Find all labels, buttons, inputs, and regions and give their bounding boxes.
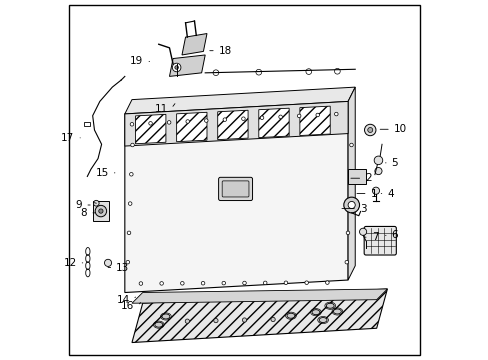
Polygon shape xyxy=(182,33,206,55)
FancyBboxPatch shape xyxy=(364,226,395,255)
Text: 18: 18 xyxy=(218,46,231,56)
Ellipse shape xyxy=(286,313,294,318)
Circle shape xyxy=(284,281,287,284)
Circle shape xyxy=(130,143,134,147)
Circle shape xyxy=(278,115,282,119)
Circle shape xyxy=(160,282,163,285)
Circle shape xyxy=(348,172,351,176)
Circle shape xyxy=(374,167,381,175)
Circle shape xyxy=(93,201,99,206)
Polygon shape xyxy=(135,114,165,144)
Polygon shape xyxy=(132,289,386,303)
Polygon shape xyxy=(169,55,205,76)
Ellipse shape xyxy=(311,310,319,315)
Text: 9: 9 xyxy=(76,200,82,210)
Bar xyxy=(93,202,108,221)
Circle shape xyxy=(104,259,111,266)
Circle shape xyxy=(349,143,352,147)
Circle shape xyxy=(99,209,103,213)
Text: 15: 15 xyxy=(95,168,108,178)
Circle shape xyxy=(346,202,350,205)
Ellipse shape xyxy=(325,303,333,308)
Text: 11: 11 xyxy=(155,104,168,113)
Circle shape xyxy=(359,228,366,235)
Ellipse shape xyxy=(162,314,169,319)
Text: 8: 8 xyxy=(81,208,87,218)
Ellipse shape xyxy=(333,309,341,314)
Polygon shape xyxy=(217,110,247,140)
Ellipse shape xyxy=(319,318,326,323)
Text: 14: 14 xyxy=(117,295,130,305)
Circle shape xyxy=(263,281,266,285)
Circle shape xyxy=(345,260,348,264)
Circle shape xyxy=(213,319,218,323)
Circle shape xyxy=(201,282,204,285)
Text: 4: 4 xyxy=(386,189,393,199)
Text: 2: 2 xyxy=(365,173,371,183)
Circle shape xyxy=(223,118,226,121)
Circle shape xyxy=(167,121,171,124)
Circle shape xyxy=(364,124,375,136)
Circle shape xyxy=(126,260,129,264)
Circle shape xyxy=(129,172,133,176)
Polygon shape xyxy=(258,108,288,138)
Circle shape xyxy=(255,69,261,75)
Circle shape xyxy=(305,69,311,75)
Circle shape xyxy=(334,112,337,116)
Bar xyxy=(83,122,90,126)
Text: 10: 10 xyxy=(393,124,406,134)
Circle shape xyxy=(172,63,181,72)
Circle shape xyxy=(260,116,263,120)
Polygon shape xyxy=(124,102,347,146)
Circle shape xyxy=(325,281,328,284)
Circle shape xyxy=(95,205,106,217)
Circle shape xyxy=(139,282,142,285)
Circle shape xyxy=(175,66,178,69)
Circle shape xyxy=(148,122,152,125)
Circle shape xyxy=(242,318,246,322)
Text: 12: 12 xyxy=(63,258,77,268)
Text: 1: 1 xyxy=(370,189,376,199)
Circle shape xyxy=(347,202,354,208)
Circle shape xyxy=(242,281,246,285)
Circle shape xyxy=(315,113,319,117)
Circle shape xyxy=(130,122,134,126)
Polygon shape xyxy=(124,102,347,293)
Circle shape xyxy=(222,281,225,285)
Polygon shape xyxy=(124,87,354,114)
Circle shape xyxy=(128,202,132,205)
Text: 16: 16 xyxy=(121,301,134,311)
Text: 5: 5 xyxy=(391,158,398,168)
Circle shape xyxy=(367,127,372,132)
Circle shape xyxy=(373,156,382,165)
Circle shape xyxy=(204,119,207,122)
Ellipse shape xyxy=(155,322,163,327)
Text: 6: 6 xyxy=(391,230,398,240)
Circle shape xyxy=(346,231,349,235)
Circle shape xyxy=(185,120,189,123)
Circle shape xyxy=(180,282,184,285)
Polygon shape xyxy=(132,289,386,342)
Circle shape xyxy=(334,68,340,74)
Circle shape xyxy=(304,281,308,284)
Circle shape xyxy=(372,187,379,194)
Text: 19: 19 xyxy=(130,57,143,66)
Circle shape xyxy=(270,317,275,321)
Text: 13: 13 xyxy=(116,262,129,273)
Polygon shape xyxy=(347,87,354,280)
Text: 3: 3 xyxy=(359,203,366,213)
FancyBboxPatch shape xyxy=(222,181,248,197)
Text: 7: 7 xyxy=(371,232,378,242)
Circle shape xyxy=(241,117,244,121)
Polygon shape xyxy=(176,112,206,142)
Circle shape xyxy=(127,231,130,235)
FancyBboxPatch shape xyxy=(218,177,252,201)
Text: 17: 17 xyxy=(61,133,74,143)
Polygon shape xyxy=(299,106,329,135)
Circle shape xyxy=(343,197,359,213)
Circle shape xyxy=(185,319,189,323)
Polygon shape xyxy=(347,169,365,184)
Circle shape xyxy=(297,114,300,118)
Circle shape xyxy=(213,70,218,76)
